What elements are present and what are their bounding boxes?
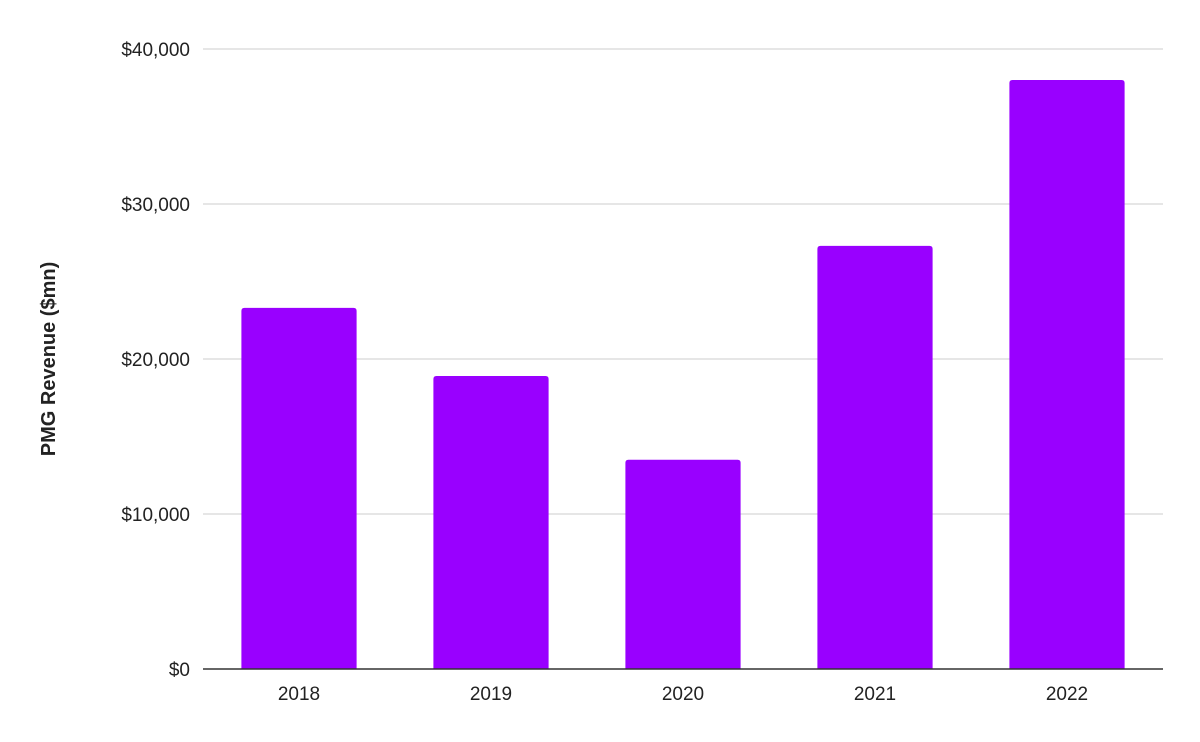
y-axis-title: PMG Revenue ($mn) [38,262,60,456]
y-tick-label: $20,000 [121,350,190,371]
bar-2018 [241,307,357,669]
x-tick-label: 2018 [278,684,320,705]
x-axis-tick-labels: 2018 2019 2020 2021 2022 [278,684,1088,705]
x-tick-label: 2020 [662,684,704,705]
y-tick-label: $0 [169,660,190,681]
bar-2022 [1009,80,1125,669]
x-tick-label: 2021 [854,684,896,705]
bar-2019 [433,376,549,669]
y-tick-label: $10,000 [121,505,190,526]
bar-2021 [817,245,933,669]
y-tick-label: $30,000 [121,195,190,216]
bars [241,80,1125,669]
x-tick-label: 2019 [470,684,512,705]
bar-2020 [625,459,741,669]
y-tick-label: $40,000 [121,40,190,61]
y-axis-tick-labels: $0 $10,000 $20,000 $30,000 $40,000 [121,40,190,681]
x-tick-label: 2022 [1046,684,1088,705]
